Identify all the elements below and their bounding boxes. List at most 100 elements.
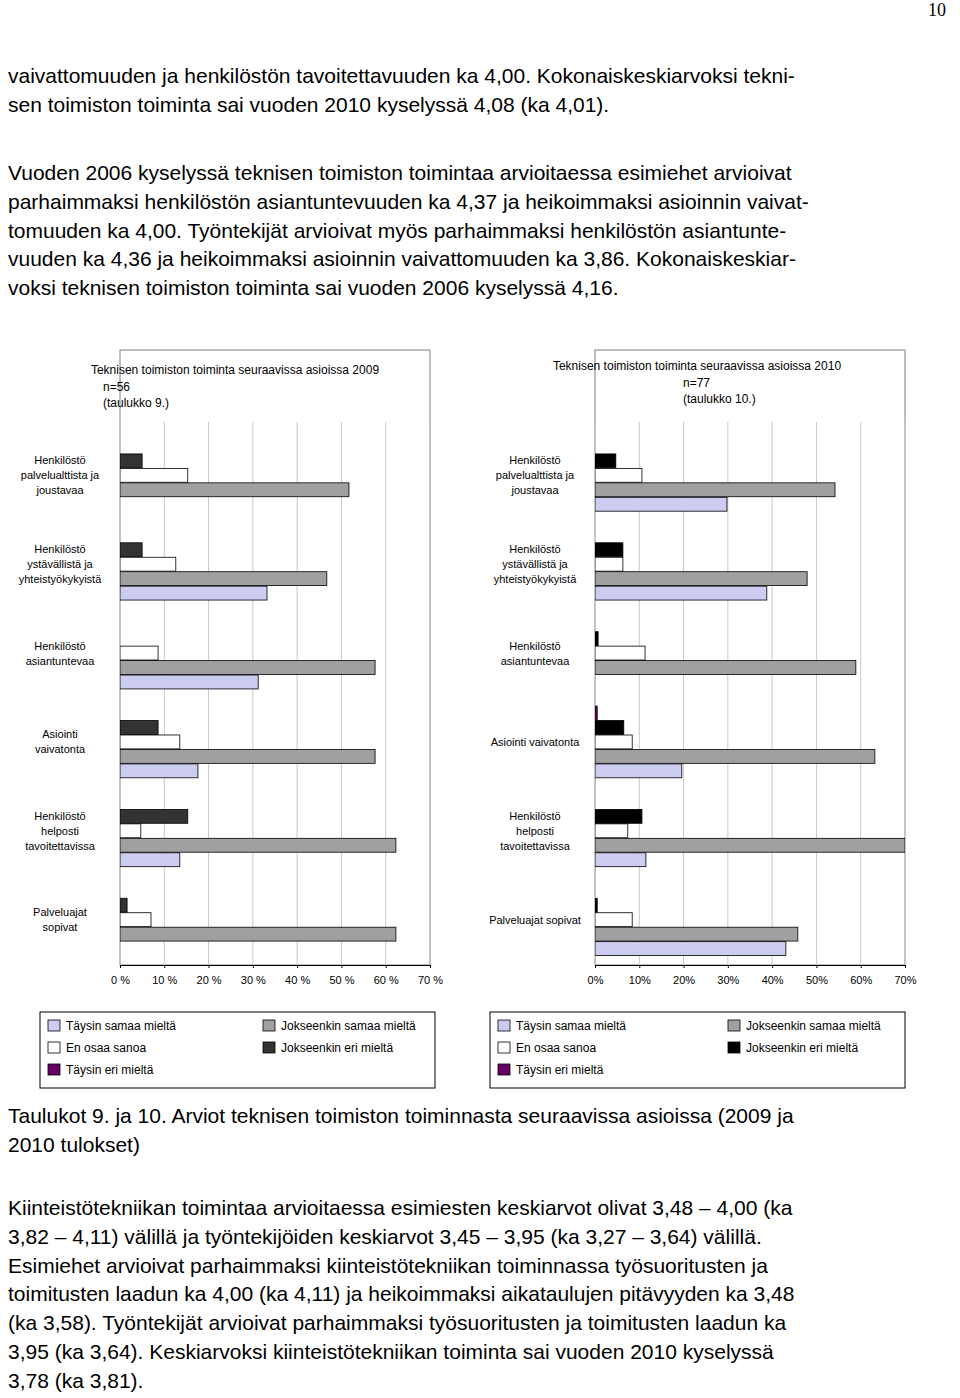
grid-line [164,422,165,965]
tick: 60% [850,965,872,986]
tick-mark [772,965,773,968]
page: Teknisen toimiston toiminta seuraavissa … [0,0,960,1398]
bar [120,646,158,660]
legend-label: En osaa sanoa [66,1041,146,1055]
category-label-line: Henkilöstö [34,543,85,555]
bar [595,483,835,497]
series [120,483,396,941]
tick: 10 % [152,965,177,986]
category-label-line: joustavaa [35,484,84,496]
bar [595,898,597,912]
bar [120,853,180,867]
legend-swatch [48,1042,60,1053]
bar [120,735,180,749]
tick-label: 50 % [329,974,354,986]
bar [595,824,628,838]
bar [595,838,905,852]
legend: Täysin samaa mieltäJokseenkin samaa miel… [40,1012,435,1088]
legend-swatch [48,1064,60,1075]
category-label-line: tavoitettavissa [500,840,571,852]
grid-line [120,422,121,965]
chart: Teknisen toimiston toiminta seuraavissa … [19,350,444,1088]
bar [120,764,198,778]
bar [120,898,127,912]
category-label-line: asiantuntevaa [26,655,95,667]
bar [595,749,875,763]
category-label-line: palvelualttista ja [496,469,575,481]
tick-label: 30 % [241,974,266,986]
bar [120,528,121,542]
bar [120,586,267,600]
legend-swatch [48,1020,60,1031]
tick-label: 70 % [418,974,443,986]
bar [595,706,597,720]
tick: 70% [894,965,916,986]
category-labels: Henkilöstöpalvelualttista jajoustavaaHen… [489,454,581,925]
paragraph-line: voksi teknisen toimiston toiminta sai vu… [8,276,619,300]
paragraph-line: 3,78 (ka 3,81). [8,1369,143,1393]
bar [595,617,596,631]
legend-swatch [728,1042,740,1053]
bar [595,913,632,927]
legend-swatch [263,1020,275,1031]
tick: 40% [762,965,784,986]
legend-label: Jokseenkin samaa mieltä [281,1019,416,1033]
tick-label: 0 % [111,974,130,986]
bar [595,543,623,557]
paragraph-line: (ka 3,58). Työntekijät arvioivat parhaim… [8,1311,786,1335]
category-label-line: helposti [41,825,79,837]
category-label: Henkilöstöpalvelualttista jajoustavaa [496,454,575,496]
category-labels: Henkilöstö palvelualttista ja joustavaa Hen… [19,454,102,933]
tick: 30 % [241,965,266,986]
paragraph-line: 3,82 – 4,11) välillä ja työntekijöiden k… [8,1225,762,1249]
bar [120,721,158,735]
bar [120,572,327,586]
tick-label: 40 % [285,974,310,986]
category-label-line: ystävällistä ja [502,558,568,570]
bar [120,483,349,497]
legend-swatch [498,1020,510,1031]
tick: 20% [673,965,695,986]
tick-mark [728,965,729,968]
tick-mark [595,965,596,968]
category-label: Henkilöstöpalvelualttista jajoustavaa [21,454,100,496]
tick-mark [905,965,906,968]
bar [595,646,645,660]
x-axis: 0%10%20%30%40%50%60%70% [588,965,917,986]
bar [120,884,121,898]
grid-line [341,422,342,965]
category-label-line: Henkilöstö [34,640,85,652]
bar [120,617,121,631]
bar [120,838,396,852]
bar [120,543,142,557]
legend-swatch [498,1042,510,1053]
legend-label: Täysin samaa mieltä [516,1019,626,1033]
bar [595,557,623,571]
tick: 50 % [329,965,354,986]
bar [120,557,176,571]
grid-line [860,422,861,965]
chart-title: Teknisen toimiston toiminta seuraavissa … [91,363,379,377]
paragraph-line: vaivattomuuden ja henkilöstön tavoitetta… [8,64,795,88]
category-label-line: palvelualttista ja [21,469,100,481]
series [120,454,188,912]
series [595,468,645,926]
tick: 50% [806,965,828,986]
subtitle-line: (taulukko 10.) [683,392,756,406]
tick-label: 70% [894,974,916,986]
tick-mark [861,965,862,968]
bar [595,572,807,586]
bar [120,661,375,675]
series [120,586,267,866]
bar [595,632,598,646]
legend-box [490,1012,905,1088]
paragraph-line: Vuoden 2006 kyselyssä teknisen toimiston… [8,161,792,185]
category-label-line: joustavaa [510,484,559,496]
grid-line [252,422,253,965]
tick-label: 50% [806,974,828,986]
bar [595,439,596,453]
tick-mark [253,965,254,968]
category-label: Asiointivaivatonta [35,728,86,755]
grid-line [905,422,906,965]
tick: 40 % [285,965,310,986]
